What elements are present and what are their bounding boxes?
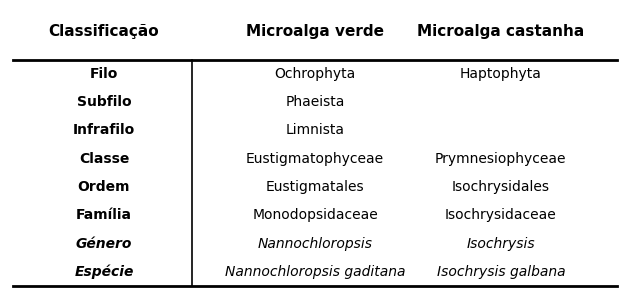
Text: Monodopsidaceae: Monodopsidaceae — [252, 208, 378, 222]
Text: Subfilo: Subfilo — [77, 95, 131, 109]
Text: Filo: Filo — [89, 67, 118, 81]
Text: Família: Família — [76, 208, 132, 222]
Text: Ochrophyta: Ochrophyta — [275, 67, 355, 81]
Text: Eustigmatophyceae: Eustigmatophyceae — [246, 152, 384, 166]
Text: Isochrysis galbana: Isochrysis galbana — [437, 265, 565, 279]
Text: Eustigmatales: Eustigmatales — [266, 180, 364, 194]
Text: Nannochloropsis: Nannochloropsis — [258, 237, 372, 251]
Text: Género: Género — [76, 237, 132, 251]
Text: Nannochloropsis gaditana: Nannochloropsis gaditana — [225, 265, 405, 279]
Text: Haptophyta: Haptophyta — [460, 67, 542, 81]
Text: Limnista: Limnista — [285, 123, 345, 137]
Text: Ordem: Ordem — [77, 180, 130, 194]
Text: Classificação: Classificação — [49, 24, 159, 39]
Text: Isochrysidaceae: Isochrysidaceae — [445, 208, 557, 222]
Text: Microalga verde: Microalga verde — [246, 24, 384, 39]
Text: Infrafilo: Infrafilo — [73, 123, 135, 137]
Text: Isochrysidales: Isochrysidales — [452, 180, 550, 194]
Text: Isochrysis: Isochrysis — [467, 237, 535, 251]
Text: Phaeista: Phaeista — [285, 95, 345, 109]
Text: Microalga castanha: Microalga castanha — [417, 24, 585, 39]
Text: Prymnesiophyceae: Prymnesiophyceae — [435, 152, 566, 166]
Text: Espécie: Espécie — [74, 265, 134, 279]
Text: Classe: Classe — [79, 152, 129, 166]
